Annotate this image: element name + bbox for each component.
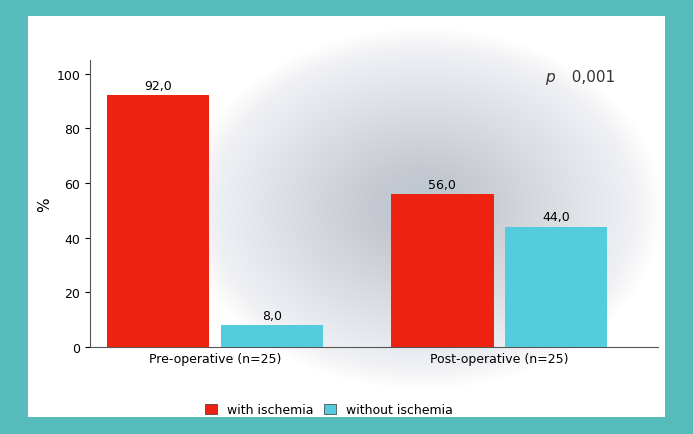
Text: 0,001: 0,001 xyxy=(562,69,615,84)
Text: 8,0: 8,0 xyxy=(262,309,282,322)
Y-axis label: %: % xyxy=(37,197,53,211)
Bar xyxy=(392,194,493,347)
Text: p: p xyxy=(545,69,554,84)
Text: 92,0: 92,0 xyxy=(144,80,172,93)
Bar xyxy=(221,326,323,347)
Legend: with ischemia, without ischemia: with ischemia, without ischemia xyxy=(200,398,458,421)
Bar xyxy=(107,96,209,347)
Bar xyxy=(505,227,607,347)
Text: 56,0: 56,0 xyxy=(428,178,457,191)
Text: 44,0: 44,0 xyxy=(542,211,570,224)
